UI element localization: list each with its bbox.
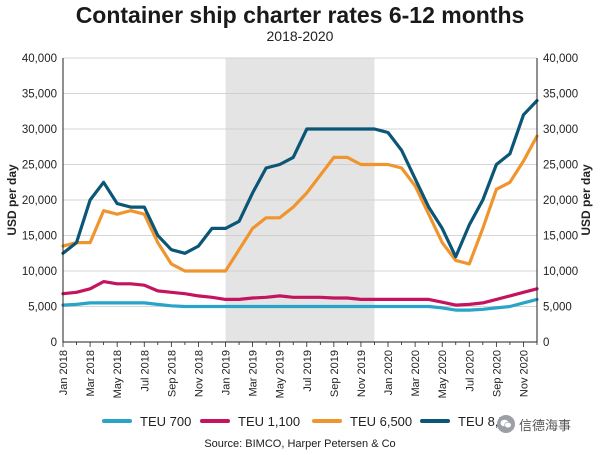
x-tick-label: Nov 2019 bbox=[356, 350, 368, 397]
watermark: 信德海事 bbox=[497, 413, 571, 435]
x-tick-label: Sep 2019 bbox=[329, 350, 341, 397]
legend-item: TEU 1,100 bbox=[200, 410, 300, 432]
x-tick-label: Mar 2020 bbox=[410, 350, 422, 396]
y-tick-label-left: 30,000 bbox=[22, 124, 57, 136]
x-tick-label: Jan 2018 bbox=[58, 350, 70, 395]
x-tick-label: Jul 2020 bbox=[464, 350, 476, 392]
x-tick-label: Nov 2020 bbox=[518, 350, 530, 397]
y-tick-label-left: 0 bbox=[51, 337, 57, 349]
y-tick-label-left: 40,000 bbox=[22, 53, 57, 65]
x-tick-label: Mar 2019 bbox=[248, 350, 260, 396]
x-tick-label: May 2018 bbox=[112, 350, 124, 398]
y-tick-label-left: 25,000 bbox=[22, 160, 57, 172]
y-axis-title-right: USD per day bbox=[579, 164, 593, 236]
legend-item: TEU 700 bbox=[102, 410, 191, 432]
y-tick-label-right: 40,000 bbox=[543, 53, 578, 65]
legend-swatch bbox=[102, 419, 132, 423]
x-tick-label: May 2020 bbox=[437, 350, 449, 398]
y-tick-label-left: 15,000 bbox=[22, 231, 57, 243]
x-tick-label: Jul 2019 bbox=[302, 350, 314, 392]
y-tick-label-right: 10,000 bbox=[543, 266, 578, 278]
watermark-text: 信德海事 bbox=[519, 415, 571, 434]
y-tick-label-left: 10,000 bbox=[22, 266, 57, 278]
x-tick-label: Sep 2018 bbox=[166, 350, 178, 397]
legend-swatch bbox=[312, 419, 342, 423]
legend-label: TEU 1,100 bbox=[238, 414, 300, 429]
wechat-icon bbox=[497, 415, 515, 433]
legend-item: TEU 6,500 bbox=[312, 410, 412, 432]
x-tick-label: Nov 2018 bbox=[193, 350, 205, 397]
y-tick-label-right: 5,000 bbox=[543, 302, 572, 314]
legend-label: TEU 6,500 bbox=[350, 414, 412, 429]
x-tick-label: Jan 2019 bbox=[221, 350, 233, 395]
y-axis-title-left: USD per day bbox=[5, 164, 19, 236]
y-tick-label-left: 5,000 bbox=[28, 302, 57, 314]
y-tick-label-left: 35,000 bbox=[22, 89, 57, 101]
x-tick-label: May 2019 bbox=[275, 350, 287, 398]
chart-source: Source: BIMCO, Harper Petersen & Co bbox=[0, 437, 600, 451]
y-tick-label-right: 20,000 bbox=[543, 195, 578, 207]
legend-swatch bbox=[420, 419, 450, 423]
y-tick-label-right: 25,000 bbox=[543, 160, 578, 172]
chart-svg: 0 0 5,000 5,000 10,000 10,000 15,000 15,000 20,0… bbox=[0, 0, 600, 410]
legend-label: TEU 700 bbox=[140, 414, 191, 429]
x-tick-label: Mar 2018 bbox=[85, 350, 97, 396]
y-tick-label-left: 20,000 bbox=[22, 195, 57, 207]
y-tick-label-right: 15,000 bbox=[543, 231, 578, 243]
x-tick-label: Jan 2020 bbox=[383, 350, 395, 395]
y-tick-label-right: 35,000 bbox=[543, 89, 578, 101]
x-tick-label: Sep 2020 bbox=[491, 350, 503, 397]
y-tick-label-right: 30,000 bbox=[543, 124, 578, 136]
y-tick-label-right: 0 bbox=[543, 337, 549, 349]
legend-swatch bbox=[200, 419, 230, 423]
x-tick-label: Jul 2018 bbox=[139, 350, 151, 392]
